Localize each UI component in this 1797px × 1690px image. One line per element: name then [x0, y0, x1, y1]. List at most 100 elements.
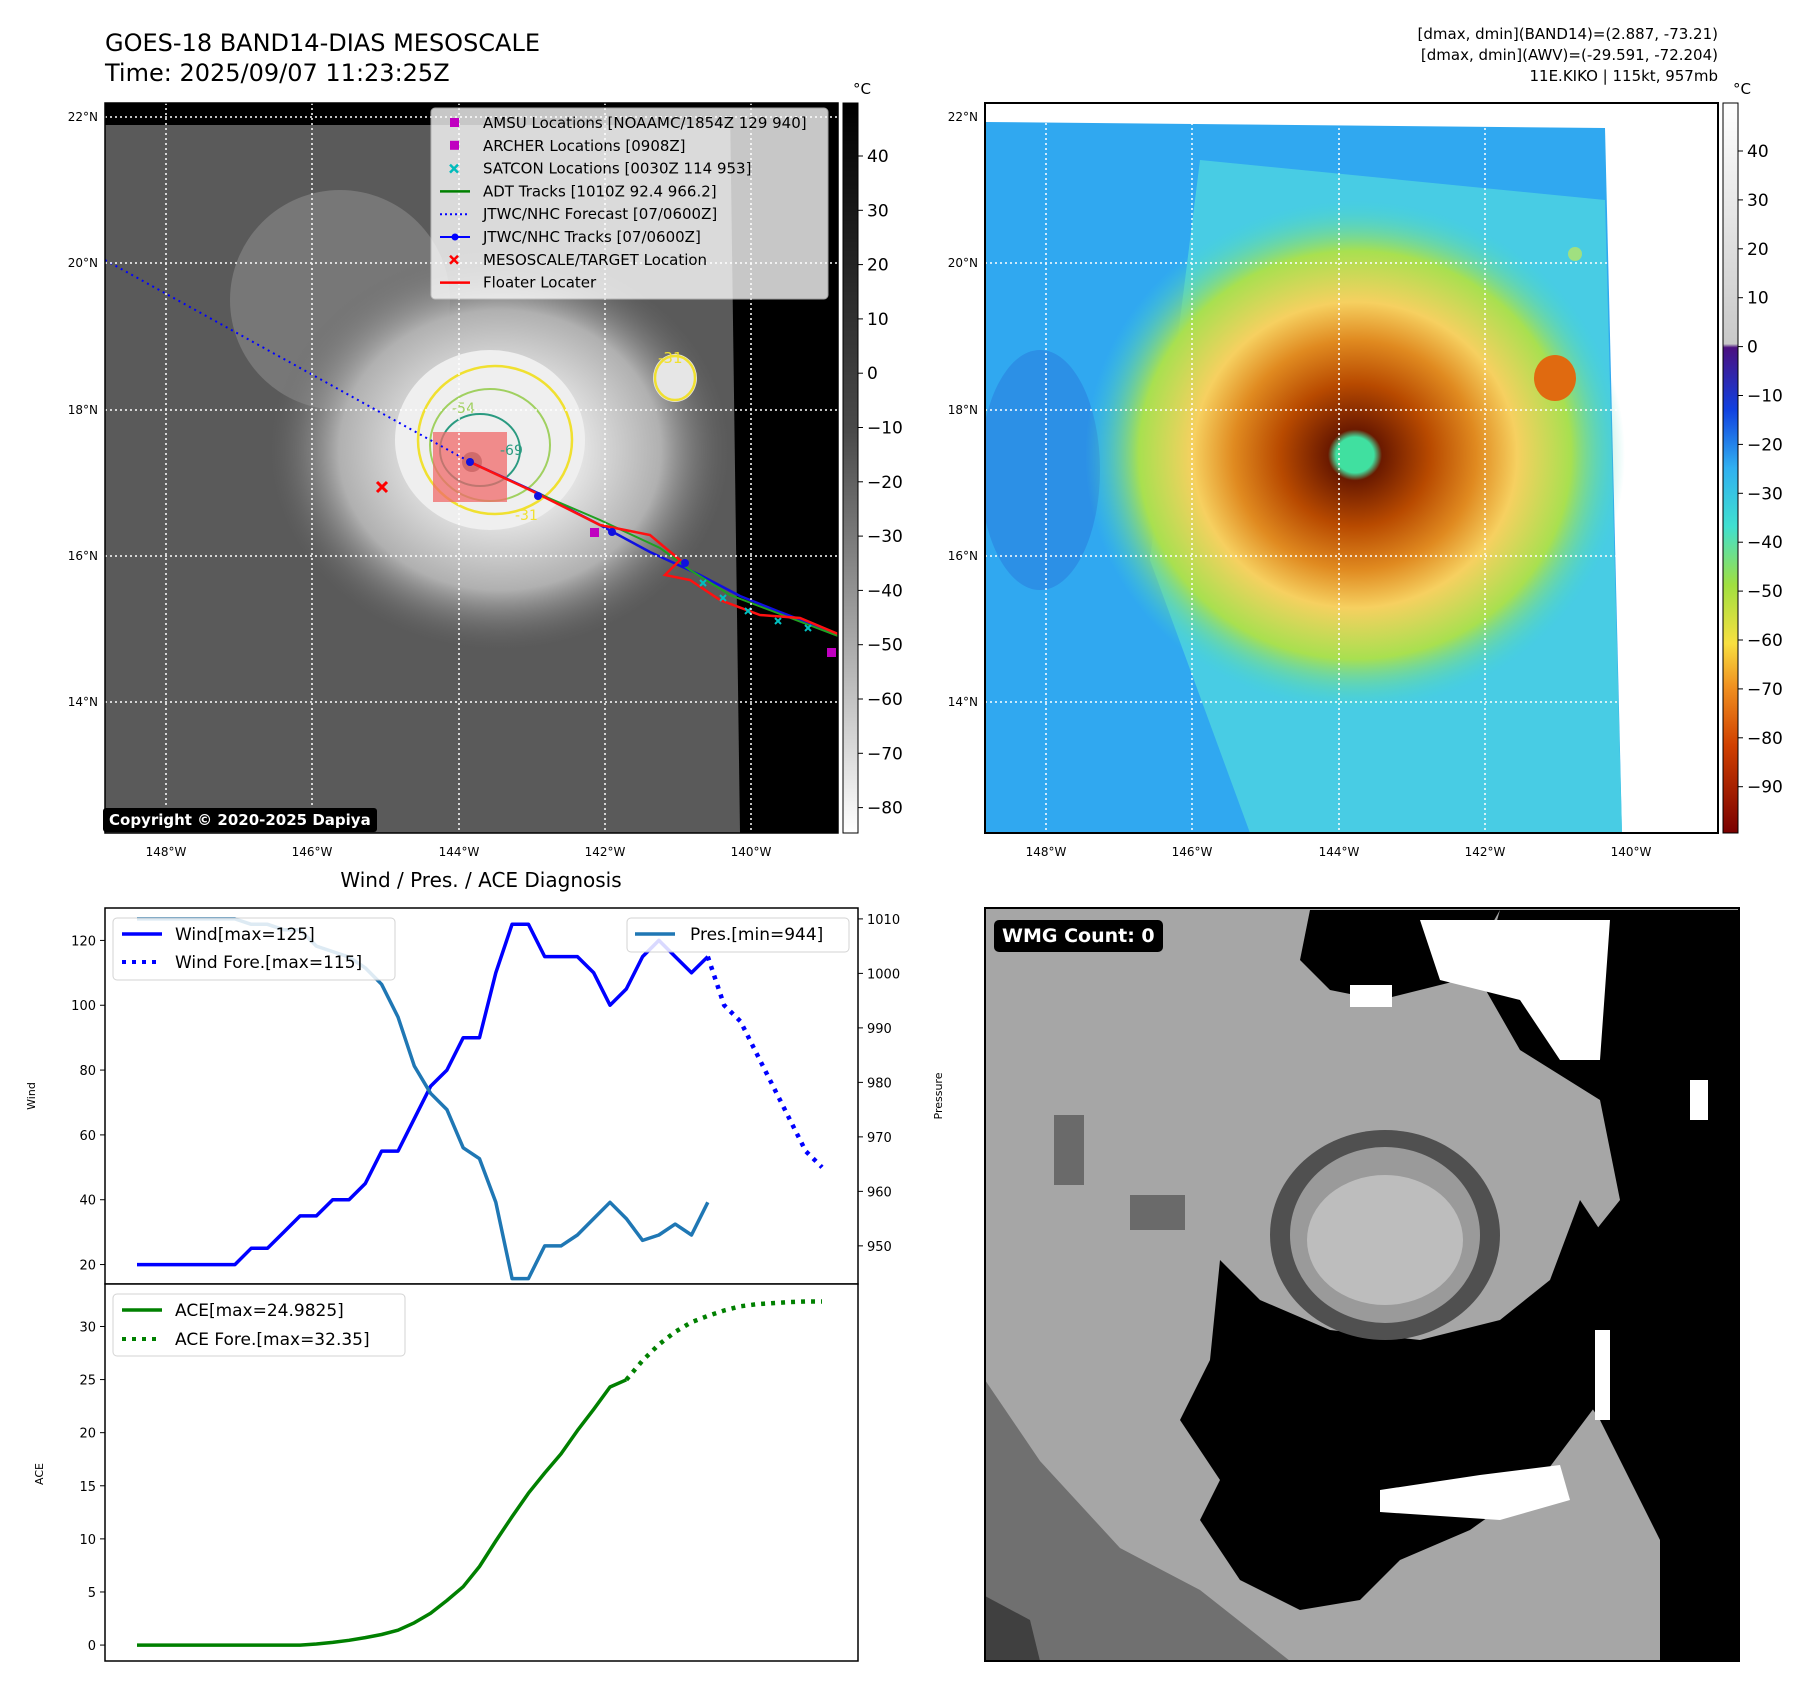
- legend-entry: Floater Locater: [440, 274, 597, 292]
- ir-map-panel: -31 -54 -69 -31 AMSU Locations [NOAAMC/1…: [68, 80, 903, 859]
- axis-tick-label: 15: [79, 1480, 96, 1495]
- awv-gridlines: [985, 103, 1718, 833]
- awv-colorbar: °C 40 30 20 10 0 −10 −20 −30 −40 −50 −60 −70 −80 −90: [1722, 80, 1783, 834]
- colorbar-tick-label: −30: [1747, 484, 1783, 504]
- figure-time: Time: 2025/09/07 11:23:25Z: [104, 59, 450, 87]
- contour-label-inner: -54: [452, 401, 475, 417]
- contour-label-core: -69: [500, 443, 523, 459]
- ace-legend-box: [112, 1293, 406, 1357]
- ir-lat-label: 22°N: [68, 110, 98, 124]
- axis-tick-label: 980: [867, 1076, 892, 1091]
- colorbar-tick-label: −70: [867, 744, 903, 764]
- wmg-white-edge: [1690, 1080, 1708, 1120]
- colorbar-tick-label: 20: [1747, 240, 1769, 260]
- axis-tick-label: 1010: [867, 913, 900, 928]
- legend-square-marker: [450, 118, 459, 127]
- ir-colorbar: °C 40 30 20 10 0 −10 −20 −30 −40 −50 −60 −70 −80: [842, 80, 903, 834]
- wind-legend-label: Wind[max=125]: [175, 925, 315, 945]
- legend-x-marker: [449, 163, 459, 174]
- archer-point: [590, 528, 599, 537]
- colorbar-tick-label: 0: [867, 364, 878, 384]
- legend-entry: JTWC/NHC Forecast [07/0600Z]: [440, 205, 717, 223]
- colorbar-tick-label: 30: [1747, 191, 1769, 211]
- ace-axis-label: ACE: [33, 1463, 46, 1485]
- colorbar-tick-label: 10: [1747, 289, 1769, 309]
- colorbar-tick-label: −40: [867, 581, 903, 601]
- awv-lat-label: 14°N: [948, 695, 978, 709]
- legend-label: SATCON Locations [0030Z 114 953]: [483, 160, 751, 178]
- wmg-core-eye: [1307, 1175, 1463, 1305]
- ir-lon-labels: 148°W 146°W 144°W 142°W 140°W: [146, 845, 772, 859]
- colorbar-tick-label: 20: [867, 256, 889, 276]
- colorbar-tick-label: 40: [867, 147, 889, 167]
- colorbar-tick-label: −40: [1747, 533, 1783, 553]
- wmg-panel: [984, 907, 1740, 1662]
- ir-colorbar-unit: °C: [853, 80, 871, 98]
- colorbar-tick-label: −80: [1747, 729, 1783, 749]
- colorbar-tick-label: 40: [1747, 142, 1769, 162]
- wmg-frame: [984, 907, 1740, 1662]
- floater-track: [469, 460, 838, 636]
- legend-label: MESOSCALE/TARGET Location: [483, 251, 707, 269]
- map-legend: AMSU Locations [NOAAMC/1854Z 129 940] ARC…: [430, 107, 829, 300]
- axis-tick-label: 5: [88, 1586, 96, 1601]
- colorbar-tick-label: −20: [867, 473, 903, 493]
- wind-pressure-chart: Wind Pressure 20 40 60 80 100 120 950 960 970 98…: [25, 907, 945, 1285]
- satcon-points: [699, 579, 812, 632]
- axis-tick-label: 1000: [867, 967, 900, 982]
- wind-axis-label: Wind: [25, 1082, 38, 1110]
- ir-colorbar-bar: [842, 102, 859, 834]
- colorbar-tick-label: −20: [1747, 435, 1783, 455]
- copyright-badge: Copyright © 2020-2025 Dapiya: [103, 808, 377, 832]
- awv-lat-label: 20°N: [948, 256, 978, 270]
- axis-tick-label: 0: [88, 1639, 96, 1654]
- legend-entry: SATCON Locations [0030Z 114 953]: [449, 160, 751, 178]
- axis-tick-label: 990: [867, 1022, 892, 1037]
- mesoscale-target-marker: [375, 480, 389, 494]
- wmg-white-spiral: [1380, 1465, 1570, 1520]
- ir-small-cloud: [653, 354, 697, 402]
- awv-lat-label: 16°N: [948, 549, 978, 563]
- awv-colorbar-bar: [1722, 102, 1739, 834]
- wmg-white-streak: [1595, 1330, 1610, 1420]
- legend-square-marker: [450, 140, 459, 150]
- wmg-dark-spiral: [1180, 1200, 1620, 1610]
- pres-legend-box: [626, 917, 850, 953]
- ir-lon-label: 140°W: [731, 845, 772, 859]
- wmg-corner-dark: [985, 1596, 1040, 1661]
- awv-map-panel: 22°N 20°N 18°N 16°N 14°N 148°W 146°W 144…: [948, 80, 1783, 859]
- awv-lon-label: 144°W: [1319, 845, 1360, 859]
- diagnosis-title: Wind / Pres. / ACE Diagnosis: [340, 868, 621, 892]
- series-wind-line: [137, 922, 710, 1267]
- awv-lon-label: 140°W: [1611, 845, 1652, 859]
- colorbar-tick-label: −50: [1747, 582, 1783, 602]
- axis-tick-label: 950: [867, 1240, 892, 1255]
- awv-dry-region: [985, 350, 1100, 590]
- wind-legend: Wind[max=125] Wind Fore.[max=115]: [112, 917, 396, 981]
- axis-tick-label: 80: [79, 1064, 96, 1079]
- ir-lon-label: 146°W: [292, 845, 333, 859]
- awv-lon-label: 142°W: [1465, 845, 1506, 859]
- axis-tick-label: 40: [79, 1194, 96, 1209]
- awv-colorbar-unit: °C: [1733, 80, 1751, 98]
- colorbar-tick-label: 30: [867, 201, 889, 221]
- ace-chart: ACE 0 5 10 15 20 25 30 ACE[max=24.9825] ACE Fo…: [33, 1283, 859, 1662]
- awv-cloud-dot: [1568, 247, 1582, 261]
- awv-lon-label: 148°W: [1026, 845, 1067, 859]
- ir-lat-label: 18°N: [68, 403, 98, 417]
- floater-box: [433, 432, 507, 502]
- colorbar-tick-label: −50: [867, 636, 903, 656]
- awv-lat-label: 22°N: [948, 110, 978, 124]
- ir-lat-label: 20°N: [68, 256, 98, 270]
- dmax-awv: [dmax, dmin](AWV)=(-29.591, -72.204): [1421, 46, 1718, 64]
- legend-dot-marker: [451, 233, 459, 241]
- legend-label: JTWC/NHC Forecast [07/0600Z]: [482, 205, 717, 223]
- wmg-white-top: [1420, 920, 1610, 1060]
- legend-label: Floater Locater: [483, 274, 597, 292]
- contour-label-outer: -31: [515, 508, 538, 524]
- ir-lon-label: 142°W: [585, 845, 626, 859]
- legend-label: ADT Tracks [1010Z 92.4 966.2]: [483, 182, 717, 200]
- axis-tick-label: 20: [79, 1427, 96, 1442]
- ir-frame: [104, 102, 839, 834]
- pres-legend-label: Pres.[min=944]: [690, 925, 823, 945]
